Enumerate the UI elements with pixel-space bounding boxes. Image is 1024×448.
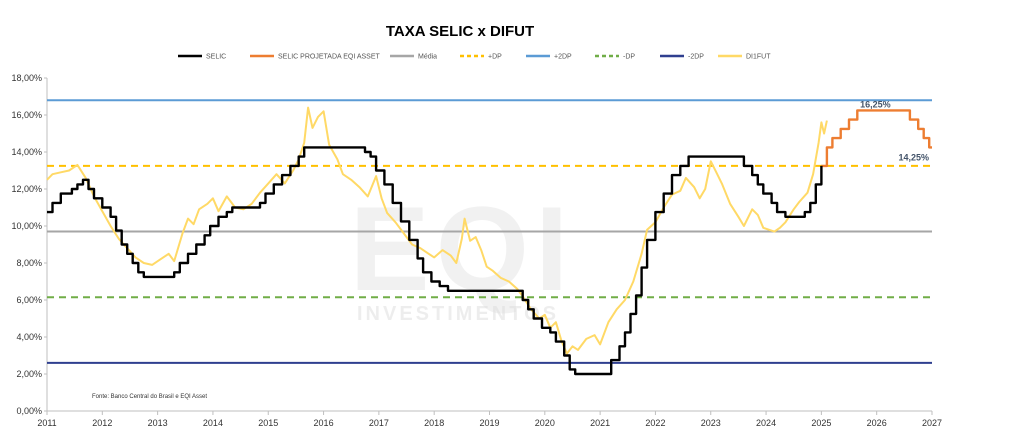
x-tick-label: 2019 [479,418,499,428]
y-tick-label: 16,00% [11,110,42,120]
legend-label: SELIC [206,54,226,61]
y-tick-label: 0,00% [16,406,42,416]
eqi-watermark-logo: EQI INVESTIMENTOS [350,182,569,325]
series-line-selic [47,146,823,376]
x-tick-label: 2014 [203,418,223,428]
x-tick-label: 2021 [590,418,610,428]
source-note: Fonte: Banco Central do Brasil e EQI Ass… [92,394,207,400]
x-tick-label: 2018 [424,418,444,428]
x-tick-label: 2012 [92,418,112,428]
chart-title: TAXA SELIC x DIFUT [386,23,534,40]
legend-label: SELIC PROJETADA EQI ASSET [278,54,381,61]
legend-label: DI1FUT [746,54,771,61]
x-tick-label: 2023 [701,418,721,428]
y-tick-label: 6,00% [16,295,42,305]
legend-label: -DP [623,54,635,61]
x-tick-label: 2011 [37,418,56,428]
x-tick-label: 2025 [811,418,831,428]
watermark-sub-text: INVESTIMENTOS [357,303,559,325]
x-tick-label: 2027 [922,418,942,428]
reference-lines [47,99,932,364]
y-tick-label: 4,00% [16,332,42,342]
legend-label: +2DP [554,54,572,61]
x-tick-label: 2026 [867,418,887,428]
y-tick-label: 14,00% [11,147,42,157]
x-tick-label: 2017 [369,418,389,428]
chart-axes: 0,00% 2,00% 4,00% 6,00% 8,00% 10,00% 12,00% 14,… [11,73,942,428]
x-tick-label: 2024 [756,418,776,428]
value-annotation: 16,25% [860,99,891,109]
y-tick-label: 2,00% [16,369,42,379]
legend-label: +DP [488,54,502,61]
x-tick-label: 2016 [314,418,334,428]
x-tick-label: 2022 [645,418,665,428]
series-line-di1fut [46,106,828,355]
chart-legend: SELIC SELIC PROJETADA EQI ASSET Média +DP +2… [178,54,771,61]
x-tick-label: 2015 [258,418,278,428]
legend-label: -2DP [688,54,704,61]
y-tick-label: 18,00% [11,73,42,83]
y-tick-label: 10,00% [11,221,42,231]
x-tick-label: 2013 [148,418,168,428]
y-tick-label: 12,00% [11,184,42,194]
value-annotations: 16,25% 14,25% [860,99,929,162]
legend-label: Média [418,54,437,61]
series-line-selic-projetada-eqi-asset [821,109,932,168]
y-tick-label: 8,00% [16,258,42,268]
value-annotation: 14,25% [898,152,929,162]
x-tick-label: 2020 [535,418,555,428]
series-lines [46,106,932,376]
